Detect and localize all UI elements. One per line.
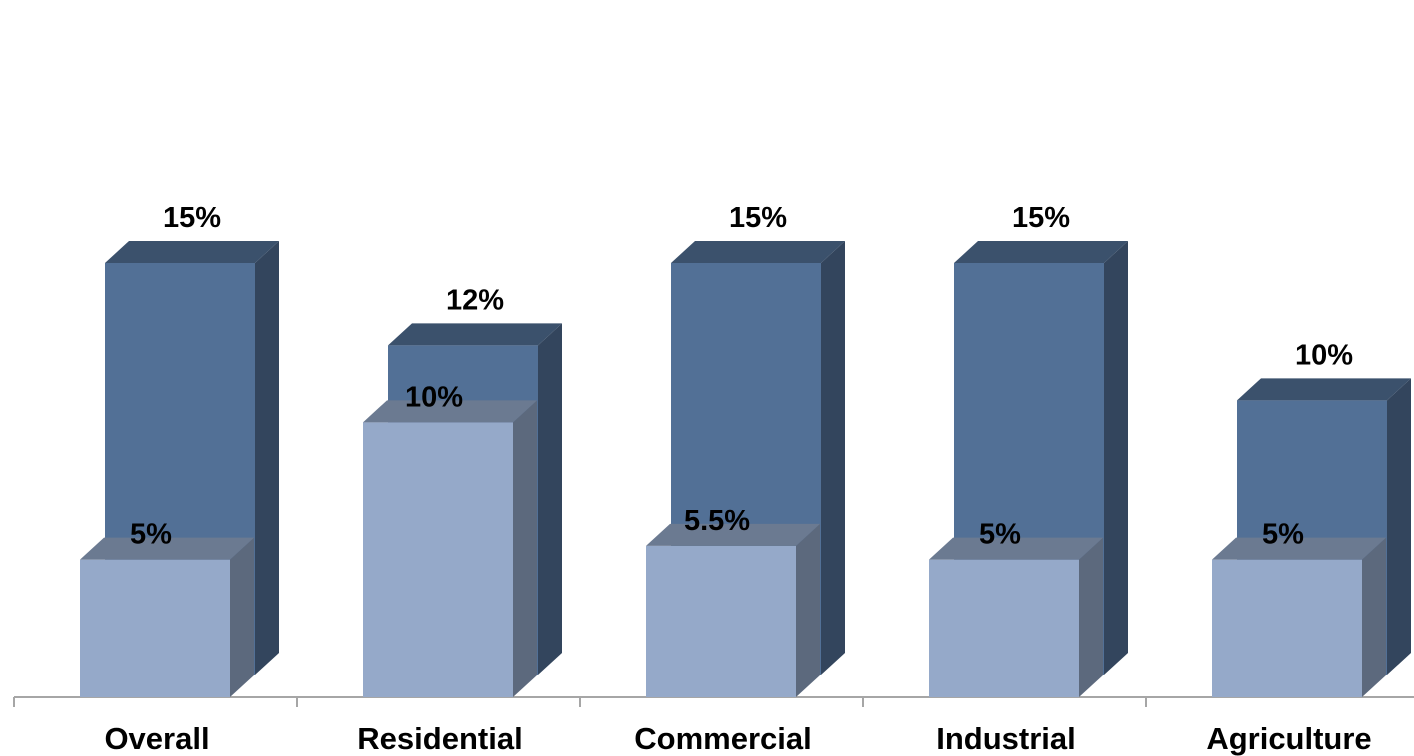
bar-front-1 — [363, 400, 537, 697]
bar-back-2-top — [671, 241, 845, 263]
category-label-3: Industrial — [936, 721, 1076, 756]
data-label-front-3: 5% — [979, 519, 1021, 551]
category-label-4: Agriculture — [1206, 721, 1371, 756]
data-label-back-2: 15% — [729, 202, 787, 234]
bar-front-4 — [1212, 537, 1386, 697]
bar-back-4-top — [1237, 378, 1411, 401]
bar-back-1-top — [388, 323, 562, 346]
bar-front-2-top — [646, 523, 820, 546]
data-label-back-3: 15% — [1012, 202, 1070, 234]
bar-front-3-top — [929, 537, 1103, 560]
bar-back-4-side — [1387, 378, 1411, 675]
bar-front-1-side — [513, 400, 537, 697]
bar-front-3-side — [1079, 537, 1103, 697]
bar-front-0 — [80, 537, 254, 697]
category-label-1: Residential — [357, 721, 522, 756]
bar-front-1-face — [363, 422, 513, 697]
bar-front-1-top — [363, 400, 537, 423]
bar-back-2-side — [821, 241, 845, 675]
data-label-back-0: 15% — [163, 202, 221, 234]
bar-front-4-side — [1362, 537, 1386, 697]
data-label-back-4: 10% — [1295, 339, 1353, 371]
series-front — [80, 400, 1386, 697]
bar-back-0-top — [105, 241, 279, 263]
bar-front-2-side — [796, 523, 820, 697]
bar-front-2-face — [646, 545, 796, 697]
data-labels: 15% 5% 12% 10% 15% 5.5% 15% 5% 10% 5% — [130, 202, 1353, 551]
category-label-2: Commercial — [634, 721, 811, 756]
bar-front-4-top — [1212, 537, 1386, 560]
bar-front-3 — [929, 537, 1103, 697]
bar-front-0-side — [230, 537, 254, 697]
bar-front-4-face — [1212, 559, 1362, 697]
bar-back-1-side — [538, 323, 562, 675]
bar-front-3-face — [929, 559, 1079, 697]
bar-front-2 — [646, 523, 820, 697]
data-label-back-1: 12% — [446, 284, 504, 316]
bar-back-0-side — [255, 241, 279, 675]
bar-back-3-side — [1104, 241, 1128, 675]
data-label-front-2: 5.5% — [684, 505, 750, 537]
data-label-front-1: 10% — [405, 381, 463, 413]
bar-front-0-face — [80, 559, 230, 697]
bar-back-3-top — [954, 241, 1128, 263]
category-label-0: Overall — [104, 721, 209, 756]
data-label-front-0: 5% — [130, 519, 172, 551]
bar-front-0-top — [80, 537, 254, 560]
category-labels: Overall Residential Commercial Industrial Ag… — [104, 721, 1371, 756]
x-axis — [13, 696, 1414, 707]
data-label-front-4: 5% — [1262, 519, 1304, 551]
